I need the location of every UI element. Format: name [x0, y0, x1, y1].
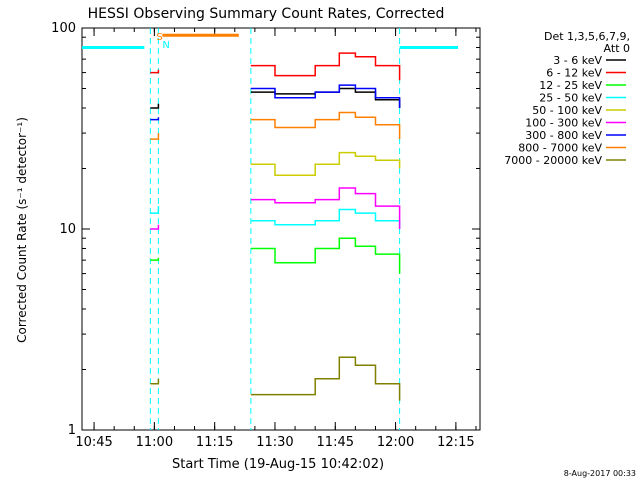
- series-line: [150, 378, 160, 385]
- saa-label: S: [156, 32, 162, 43]
- series-line: [150, 224, 160, 230]
- legend-entry-label: 12 - 25 keV: [539, 79, 602, 92]
- series-line: [150, 69, 160, 74]
- legend-entry-label: 300 - 800 keV: [525, 129, 602, 142]
- x-tick-label: 10:45: [75, 435, 112, 450]
- x-tick-label: 11:15: [196, 435, 233, 450]
- series-line: [250, 151, 401, 177]
- series-line: [250, 208, 401, 229]
- legend-entry-label: 50 - 100 keV: [532, 104, 602, 117]
- legend-entry-label: 100 - 300 keV: [525, 117, 602, 130]
- x-tick-label: 12:00: [377, 435, 414, 450]
- legend-entry-label: 25 - 50 keV: [539, 92, 602, 105]
- y-tick-label: 100: [51, 21, 76, 36]
- y-tick-label: 1: [68, 423, 76, 438]
- axes: 10:45 11:00 11:15 11:30 11:45 12:00 12:15 1 10 10…: [51, 21, 481, 450]
- series-line: [150, 103, 160, 109]
- plot-frame: [81, 27, 481, 431]
- x-tick-label: 11:00: [136, 435, 173, 450]
- series-line: [150, 117, 160, 121]
- y-tick-label: 10: [59, 222, 76, 237]
- legend-entry-label: 7000 - 20000 keV: [504, 154, 602, 167]
- series-line: [250, 356, 401, 401]
- series-line: [250, 187, 401, 229]
- series-line: [150, 257, 160, 261]
- legend-header: Det 1,3,5,6,7,9,: [544, 30, 630, 43]
- x-tick-label: 12:15: [437, 435, 474, 450]
- chart-title: HESSI Observing Summary Count Rates, Cor…: [88, 6, 445, 22]
- series-line: [250, 84, 401, 108]
- legend-header: Att 0: [604, 42, 630, 55]
- data-marks: SN: [82, 28, 458, 430]
- legend-entry-label: 3 - 6 keV: [553, 54, 602, 67]
- x-tick-label: 11:45: [317, 435, 354, 450]
- series-line: [250, 237, 401, 274]
- legend-entry-label: 800 - 7000 keV: [518, 142, 602, 155]
- series-line: [150, 206, 160, 214]
- legend-entry-label: 6 - 12 keV: [546, 67, 602, 80]
- y-axis-label: Corrected Count Rate (s⁻¹ detector⁻¹): [15, 117, 29, 343]
- x-tick-label: 11:30: [256, 435, 293, 450]
- series-line: [250, 111, 401, 140]
- series-line: [250, 52, 401, 81]
- night-label: N: [162, 40, 169, 51]
- timestamp: 8-Aug-2017 00:33: [564, 469, 636, 478]
- series-line: [150, 133, 160, 140]
- x-axis-label: Start Time (19-Aug-15 10:42:02): [172, 457, 384, 472]
